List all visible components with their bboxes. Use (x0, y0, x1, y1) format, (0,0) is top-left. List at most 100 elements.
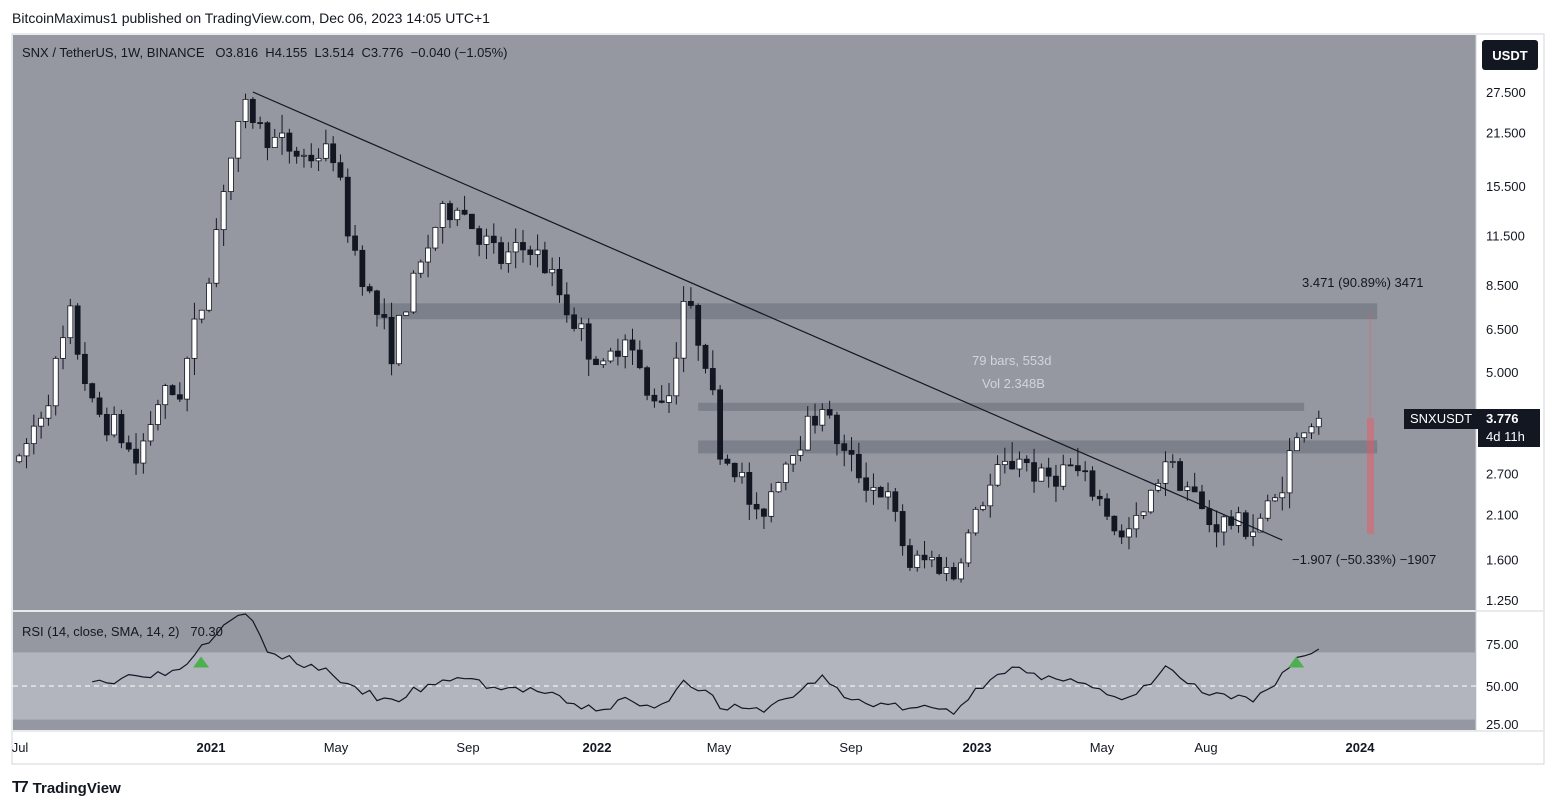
bar-countdown: 4d 11h (1486, 429, 1525, 444)
candle-up (1016, 458, 1023, 470)
candle-up (315, 157, 322, 162)
candle-up (1220, 516, 1227, 533)
candle-down (286, 132, 293, 152)
candle-up (804, 415, 811, 451)
descending-trendline (252, 91, 1283, 541)
candle-up (162, 385, 169, 406)
x-tick-label: Aug (1194, 740, 1217, 755)
publisher-header: BitcoinMaximus1 published on TradingView… (12, 10, 490, 26)
y-tick-label: 1.600 (1486, 552, 1519, 567)
candle-up (1272, 497, 1278, 502)
candle-down (89, 383, 96, 399)
candle-down (1228, 516, 1235, 526)
candle-up (1147, 489, 1154, 513)
candle-down (709, 368, 716, 391)
candle-up (1126, 528, 1132, 538)
candle-up (958, 562, 964, 580)
legend-h-label: H (265, 45, 275, 60)
candle-up (782, 463, 789, 483)
candle-down (636, 349, 643, 369)
candle-up (213, 229, 220, 284)
candle-down (1082, 470, 1089, 473)
candle-up (797, 449, 804, 456)
candle-down (1031, 462, 1037, 482)
candle-up (23, 443, 30, 457)
resistance-zone (698, 402, 1305, 411)
candle-down (658, 400, 665, 403)
candle-up (965, 532, 972, 564)
candle-up (410, 272, 417, 313)
y-tick-label: 2.700 (1486, 466, 1519, 481)
y-tick-label: 21.500 (1486, 125, 1526, 140)
horizontal-zones (376, 303, 1378, 454)
candle-up (60, 337, 66, 359)
candle-up (45, 405, 52, 419)
candle-up (235, 121, 242, 159)
candle-up (885, 491, 891, 498)
candle-up (16, 455, 23, 463)
candle-down (96, 397, 103, 415)
candle-down (82, 353, 88, 385)
x-tick-label: Jul (12, 740, 29, 755)
x-tick-label: Sep (456, 740, 479, 755)
candle-up (1184, 486, 1191, 491)
candle-up (403, 311, 410, 316)
candle-up (425, 247, 431, 263)
currency-button[interactable]: USDT (1482, 40, 1538, 70)
candle-down (461, 209, 468, 215)
candle-up (155, 404, 161, 425)
price-panel (13, 35, 1476, 610)
candle-down (490, 235, 497, 244)
candle-down (1096, 495, 1103, 500)
rsi-value: 70.30 (190, 624, 223, 639)
candle-up (987, 484, 994, 507)
candle-down (1213, 524, 1220, 533)
candle-up (38, 417, 45, 427)
candle-down (498, 242, 504, 264)
bars-info-label: 79 bars, 553d (972, 353, 1052, 368)
candle-up (512, 242, 519, 253)
candle-down (1111, 515, 1118, 532)
candle-down (563, 294, 570, 316)
candle-down (651, 394, 658, 402)
candle-up (483, 235, 490, 245)
candle-down (352, 235, 358, 251)
candle-up (30, 425, 37, 445)
volume-info-label: Vol 2.348B (982, 376, 1045, 391)
candle-down (724, 458, 731, 464)
legend-o-value: 3.816 (225, 45, 259, 60)
candle-down (571, 314, 577, 329)
candle-up (1162, 461, 1169, 484)
candle-down (688, 301, 694, 306)
candle-up (206, 282, 212, 311)
candle-up (147, 424, 154, 442)
candle-down (103, 413, 110, 436)
candle-down (863, 477, 870, 491)
candle-up (198, 309, 205, 320)
footer-brand[interactable]: T7 TradingView (12, 779, 121, 797)
candle-down (899, 511, 906, 547)
candle-down (1191, 486, 1198, 493)
y-tick-label: 2.100 (1486, 508, 1519, 523)
candle-up (1038, 467, 1045, 482)
candle-up (666, 395, 672, 403)
legend-h-value: 4.155 (274, 45, 308, 60)
candle-up (943, 567, 950, 574)
candle-up (1250, 531, 1256, 537)
candle-up (1169, 461, 1176, 463)
candle-down (308, 154, 315, 162)
candle-up (279, 132, 285, 138)
last-price-tag: 3.776 4d 11h (1478, 409, 1540, 447)
candle-up (790, 455, 797, 465)
candle-down (447, 203, 453, 221)
candle-up (607, 350, 614, 362)
y-tick-label: 1.250 (1486, 593, 1519, 608)
candle-down (125, 442, 132, 450)
candle-down (344, 176, 351, 237)
candle-up (622, 339, 629, 357)
candle-down (731, 462, 738, 478)
last-price: 3.776 (1486, 411, 1519, 426)
ohlc-legend: SNX / TetherUS, 1W, BINANCE O3.816 H4.15… (22, 45, 508, 60)
legend-c-value: 3.776 (370, 45, 404, 60)
candle-down (388, 316, 395, 365)
